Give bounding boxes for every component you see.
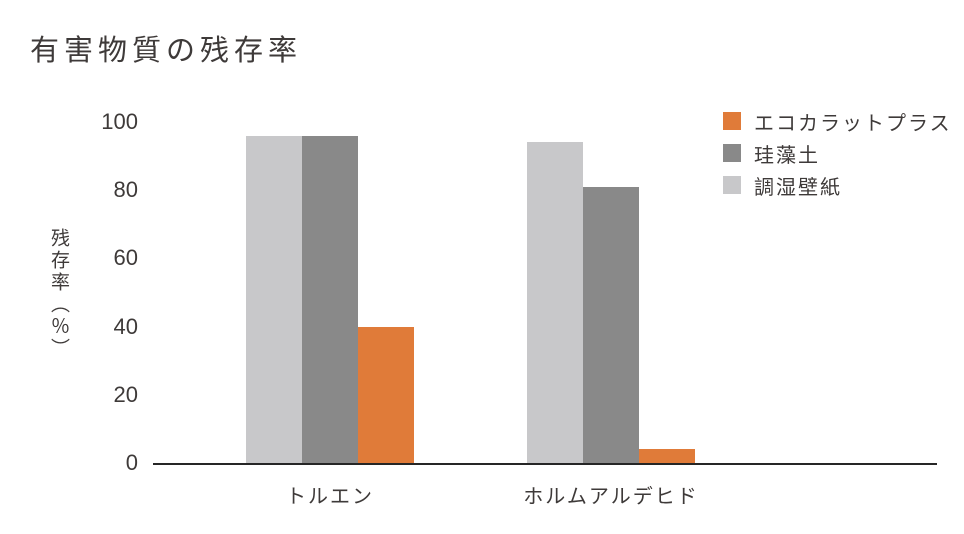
y-axis-label: 残存率（％） (48, 228, 69, 360)
legend-label: 珪藻土 (754, 144, 820, 167)
x-axis-category-label: ホルムアルデヒド (523, 486, 699, 508)
x-axis-category-label: トルエン (286, 486, 374, 508)
legend-label: 調湿壁紙 (754, 176, 842, 199)
bar-珪藻土-ホルムアルデヒド (583, 186, 639, 463)
bar-エコカラットプラス-ホルムアルデヒド (639, 449, 695, 463)
legend-label: エコカラットプラス (754, 112, 952, 135)
y-tick-label: 20 (113, 381, 138, 407)
legend: エコカラットプラス 珪藻土調湿壁紙 (723, 111, 952, 207)
x-axis-line (153, 463, 937, 465)
legend-swatch (723, 112, 741, 130)
legend-item: エコカラットプラス (723, 111, 952, 135)
y-tick-label: 60 (113, 245, 138, 271)
bar-珪藻土-トルエン (302, 135, 358, 463)
legend-item: 調湿壁紙 (723, 175, 952, 199)
chart-title: 有害物質の残存率 (30, 35, 303, 67)
legend-swatch (723, 176, 741, 194)
legend-item: 珪藻土 (723, 143, 952, 167)
bar-調湿壁紙-ホルムアルデヒド (527, 142, 583, 463)
y-tick-label: 0 (125, 450, 138, 475)
y-tick-label: 40 (113, 313, 138, 339)
bar-調湿壁紙-トルエン (246, 135, 302, 463)
bar-エコカラットプラス-トルエン (358, 326, 414, 463)
plot-area (153, 122, 937, 465)
legend-swatch (723, 144, 741, 162)
y-tick-label: 100 (101, 109, 138, 134)
y-tick-label: 80 (113, 177, 138, 203)
